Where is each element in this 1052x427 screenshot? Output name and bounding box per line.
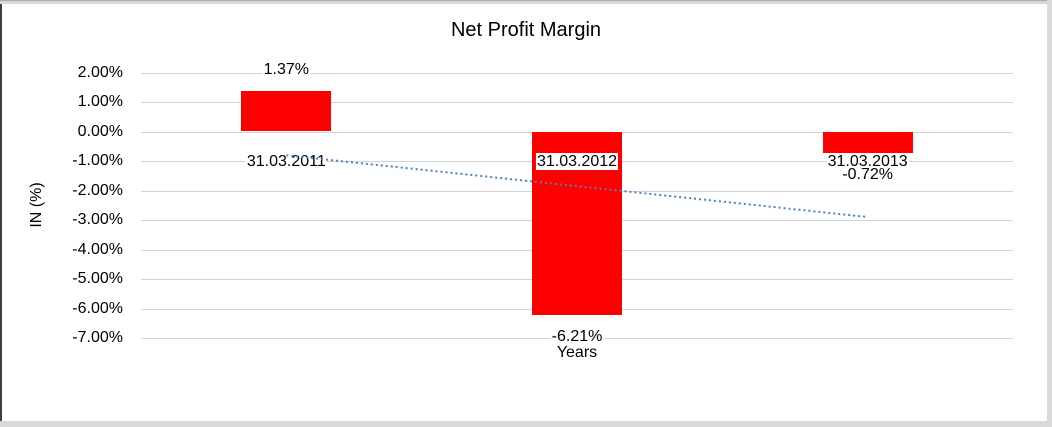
data-label: 1.37% [262, 61, 311, 79]
y-axis-tick-label: -2.00% [72, 181, 123, 199]
gridline [141, 73, 1013, 74]
category-label: 31.03.2011 [245, 152, 327, 170]
frame-border-right [1047, 0, 1052, 427]
frame-border-bottom [0, 421, 1052, 427]
y-axis-tick-label: -6.00% [72, 299, 123, 317]
chart-title: Net Profit Margin [450, 19, 602, 41]
frame-border-top [0, 0, 1052, 4]
gridline [141, 102, 1013, 103]
x-axis-title: Years [556, 344, 598, 361]
bar-31.03.2013[interactable] [822, 131, 913, 153]
y-axis-tick-label: -7.00% [72, 329, 123, 346]
y-axis-tick-label: -5.00% [72, 270, 123, 287]
y-axis-tick-label: 1.00% [77, 93, 123, 110]
y-axis-tick-label: -4.00% [72, 240, 123, 258]
y-axis-tick-label: -3.00% [72, 211, 123, 228]
y-axis-tick-label: 2.00% [77, 63, 123, 81]
category-label: 31.03.2012 [535, 152, 619, 170]
bar-31.03.2011[interactable] [241, 91, 332, 132]
data-label: -6.21% [550, 327, 604, 345]
frame-border-left [0, 0, 2, 421]
y-axis-tick-label: 0.00% [77, 122, 123, 140]
data-label: -0.72% [841, 165, 895, 183]
y-axis-tick-label: -1.00% [72, 152, 123, 169]
